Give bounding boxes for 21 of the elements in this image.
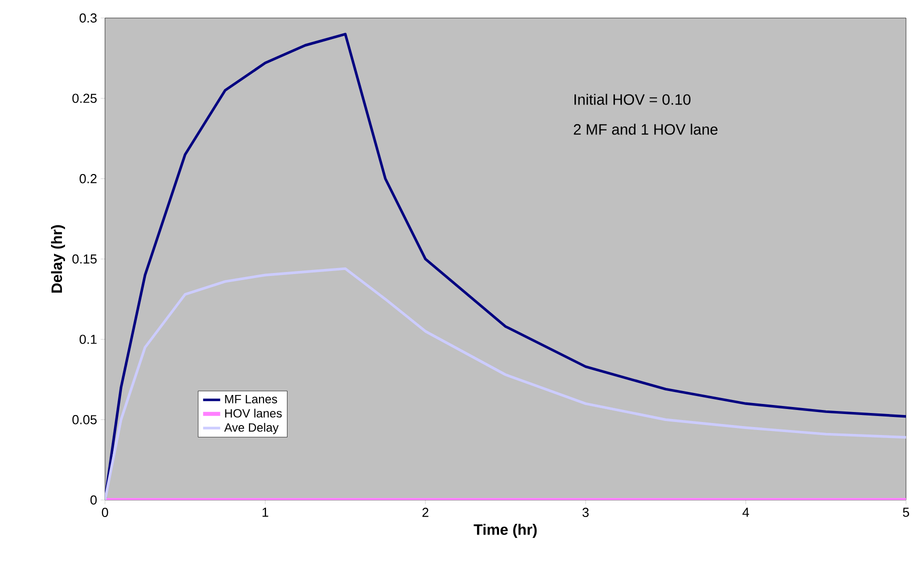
annotation: 2 MF and 1 HOV lane [574, 124, 718, 135]
y-tick-label: 0.1 [80, 334, 97, 344]
x-tick-label: 3 [582, 508, 589, 518]
annotation: Initial HOV = 0.10 [574, 94, 690, 105]
x-tick-label: 2 [422, 508, 428, 517]
y-tick-label: 0.3 [80, 13, 97, 23]
x-tick-label: 1 [262, 508, 268, 517]
y-tick-label: 0.25 [72, 94, 97, 103]
x-tick-label: 5 [902, 508, 910, 517]
y-tick-label: 0 [90, 495, 97, 505]
y-tick-label: 0.05 [72, 415, 97, 424]
line-series [105, 267, 906, 500]
y-axis-title: Delay (hr) [51, 225, 66, 293]
x-tick-label: 0 [102, 508, 108, 518]
x-tick-label: 4 [742, 508, 750, 517]
y-tick-label: 0.15 [72, 254, 97, 264]
legend-label: HOV lanes [225, 408, 282, 418]
y-tick-label: 0.2 [80, 174, 97, 184]
legend-label: Ave Delay [224, 422, 279, 434]
legend-label: MF Lanes [225, 395, 278, 404]
x-axis-title: Time (hr) [474, 524, 537, 538]
